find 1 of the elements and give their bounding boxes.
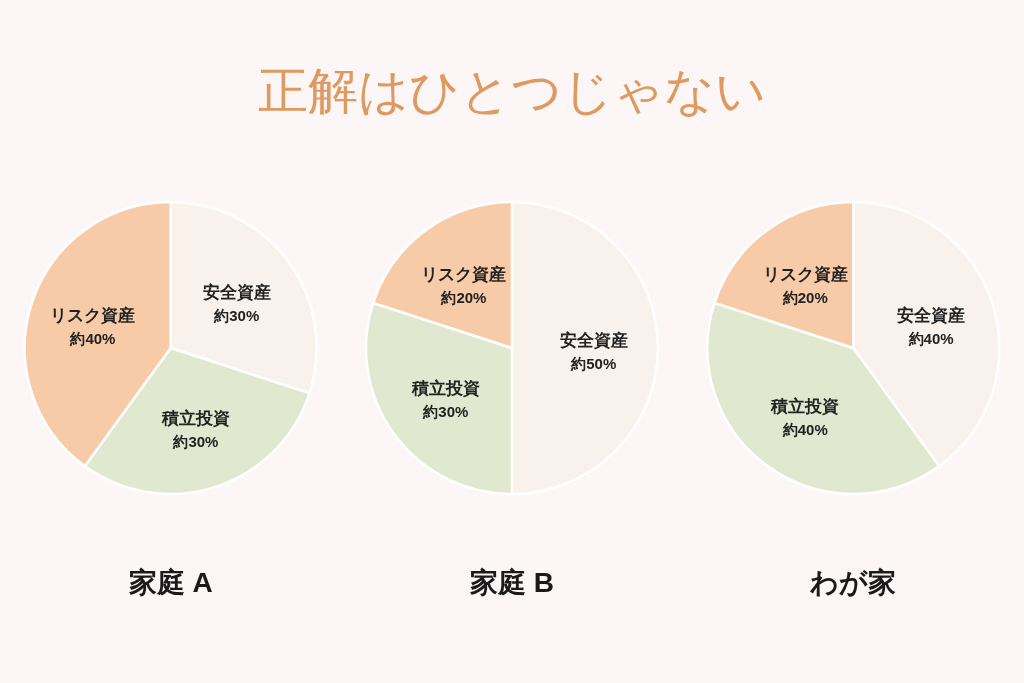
heading: 正解はひとつじゃない (258, 63, 766, 119)
